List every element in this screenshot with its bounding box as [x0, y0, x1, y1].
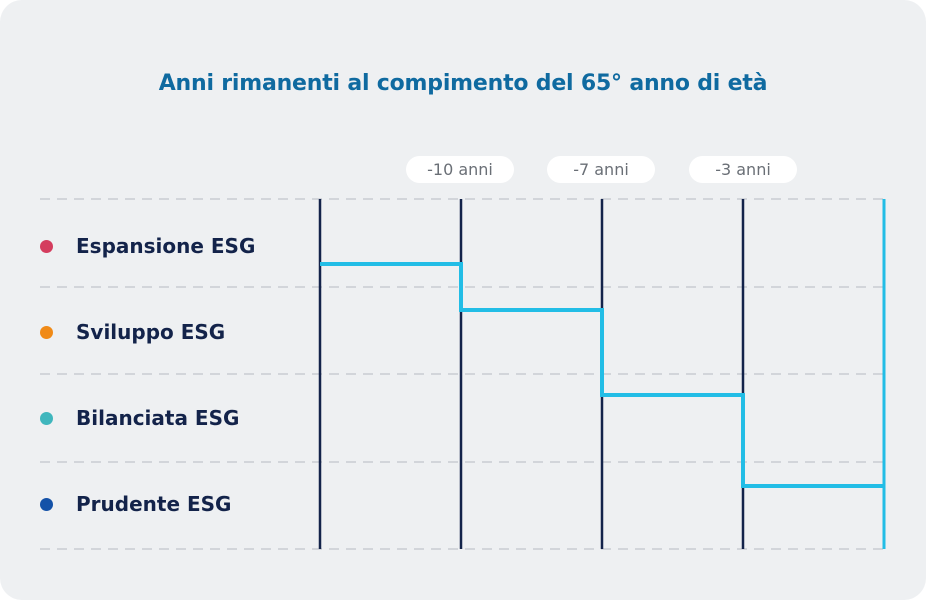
espansione-dot-icon [40, 239, 53, 253]
row-prudente: Prudente ESG [40, 489, 231, 519]
row-label-sviluppo: Sviluppo ESG [76, 320, 226, 344]
sviluppo-dot-icon [40, 325, 53, 339]
row-label-espansione: Espansione ESG [76, 234, 256, 258]
bilanciata-dot-icon [40, 411, 53, 425]
marker-7-years: -7 anni [547, 156, 655, 183]
row-espansione: Espansione ESG [40, 231, 255, 261]
chart-title: Anni rimanenti al compimento del 65° ann… [158, 71, 768, 96]
lifecycle-step-line [320, 262, 884, 488]
row-bilanciata: Bilanciata ESG [40, 403, 239, 433]
marker-3-years: -3 anni [689, 156, 797, 183]
marker-10-years: -10 anni [406, 156, 514, 183]
row-label-prudente: Prudente ESG [76, 492, 232, 516]
row-sviluppo: Sviluppo ESG [40, 317, 225, 347]
prudente-dot-icon [40, 497, 53, 511]
row-label-bilanciata: Bilanciata ESG [76, 406, 240, 430]
